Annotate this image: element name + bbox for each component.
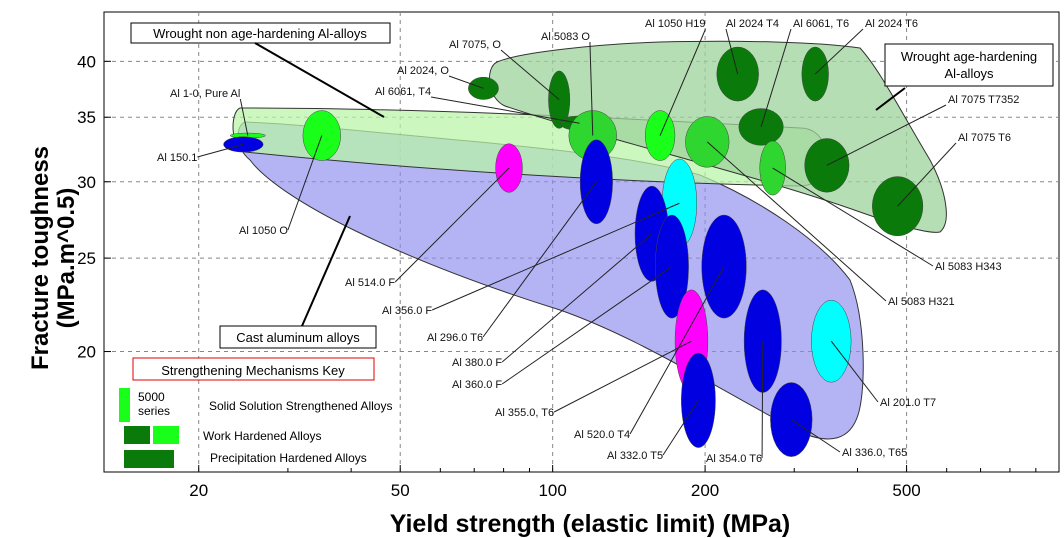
leader-al-150-1: [197, 143, 244, 158]
leader-al-354-0-t6: [761, 341, 764, 459]
label-al-296-0-t6: Al 296.0 T6: [427, 332, 483, 344]
leader-al-6061-t4: [430, 96, 580, 124]
ellipse-al-1050-h19: [644, 110, 676, 161]
leader-al-5083-h321: [706, 141, 887, 302]
x-tick-label: 500: [892, 481, 920, 500]
label-al-2024-o: Al 2024, O: [397, 65, 449, 77]
y-axis-title-line2: (MPa.m^0.5): [53, 188, 80, 329]
leader-lines: [197, 28, 957, 459]
leader-al-355-0-t6: [553, 340, 692, 413]
leader-al-1050-o: [287, 135, 323, 231]
key-swatch-work-hardened-a: [124, 426, 150, 444]
svg-text:Wrought non age-hardening Al-a: Wrought non age-hardening Al-alloys: [153, 26, 367, 41]
x-tick-label: 20: [189, 481, 208, 500]
label-al-7075-t7352: Al 7075 T7352: [948, 94, 1019, 106]
leader-al-7075-t6: [897, 142, 957, 207]
leader-al-332-0-t5: [662, 400, 699, 456]
x-tick-label: 100: [538, 481, 566, 500]
key-title: Strengthening Mechanisms Key: [161, 363, 345, 378]
ellipse-al-5083-h343: [759, 140, 786, 196]
leader-al-5083-o: [589, 41, 594, 136]
label-al-2024-t6: Al 2024 T6: [865, 18, 918, 30]
label-al-1050-o: Al 1050 O: [239, 225, 288, 237]
label-al-520-0-t4: Al 520.0 T4: [574, 429, 630, 441]
leader-al-336-0-t65: [791, 419, 841, 453]
leader-al-380-0-f: [501, 233, 653, 363]
x-axis-ticks: 20 50 100 200 500: [189, 465, 1037, 500]
ellipse-al-514-0-f: [495, 143, 523, 193]
label-al-355-0-t6: Al 355.0, T6: [495, 407, 554, 419]
ellipse-al-332-0-t5: [681, 352, 716, 448]
label-al-5083-o: Al 5083 O: [541, 31, 590, 43]
key-label-precipitation: Precipitation Hardened Alloys: [210, 451, 367, 465]
key-series-tag-1: 5000: [138, 390, 165, 404]
leader-al-1050-h19: [659, 28, 707, 136]
leader-al-360-0-f: [501, 266, 673, 385]
leader-al-296-0-t6: [482, 181, 597, 338]
label-al-6061-t4: Al 6061, T4: [375, 86, 431, 98]
y-axis-title-line1: Fracture toughness: [27, 146, 54, 370]
key-series-tag-2: series: [138, 404, 170, 418]
label-al-1050-h19: Al 1050 H19: [645, 18, 706, 30]
leader-al-2024-t6: [814, 28, 864, 75]
leader-al-356-0-f: [431, 202, 680, 311]
leader-al-2024-o: [448, 75, 484, 89]
label-al-380-0-f: Al 380.0 F: [452, 357, 502, 369]
strengthening-key: Strengthening Mechanisms Key 5000 series…: [119, 357, 392, 468]
y-tick-label: 35: [77, 108, 96, 127]
x-tick-label: 50: [391, 481, 410, 500]
label-al-336-0-t65: Al 336.0, T65: [842, 447, 907, 459]
label-al-360-0-f: Al 360.0 F: [452, 379, 502, 391]
y-tick-label: 20: [77, 343, 96, 362]
svg-text:Cast aluminum alloys: Cast aluminum alloys: [236, 330, 360, 345]
label-al-7075-t6: Al 7075 T6: [958, 132, 1011, 144]
leader-al-7075-t7352: [826, 104, 947, 166]
leader-al-201-0-t7: [830, 340, 879, 403]
leader-al-6061-t6: [760, 28, 792, 128]
label-al-356-0-f: Al 356.0 F: [382, 305, 432, 317]
key-swatch-solid-solution: [119, 388, 130, 422]
x-axis-title: Yield strength (elastic limit) (MPa): [390, 510, 791, 538]
label-al-332-0-t5: Al 332.0 T5: [607, 450, 663, 462]
label-al-5083-h321: Al 5083 H321: [888, 296, 955, 308]
envelope-label-cast: Cast aluminum alloys: [219, 215, 377, 349]
envelope-label-wrought-age-line2: Al-alloys: [944, 66, 994, 81]
label-al-6061-t6: Al 6061, T6: [793, 18, 849, 30]
key-swatch-precipitation: [124, 450, 174, 468]
leader-al-514-0-f: [394, 167, 510, 283]
label-al-150-1: Al 150.1: [157, 152, 197, 164]
label-al-201-0-t7: Al 201.0 T7: [880, 397, 936, 409]
label-al-514-0-f: Al 514.0 F: [345, 277, 395, 289]
y-tick-label: 30: [77, 173, 96, 192]
x-tick-label: 200: [691, 481, 719, 500]
label-al-1-0-pure-al: Al 1-0, Pure Al: [170, 88, 240, 100]
leader-al-2024-t4: [725, 28, 739, 75]
material-labels: Al 1-0, Pure Al Al 150.1 Al 1050 O Al 2024,…: [157, 18, 1019, 465]
label-al-7075-o: Al 7075, O: [449, 39, 501, 51]
leader-al-7075-o: [500, 49, 560, 101]
svg-text:Wrought age-hardening: Wrought age-hardening: [901, 49, 1037, 64]
label-al-354-0-t6: Al 354.0 T6: [706, 453, 762, 465]
leader-al-520-0-t4: [629, 266, 725, 435]
key-label-work-hardened: Work Hardened Alloys: [203, 429, 322, 443]
y-axis-ticks: 20 25 30 35 40: [77, 52, 111, 362]
leader-al-5083-h343: [772, 167, 934, 267]
y-tick-label: 40: [77, 52, 96, 71]
y-tick-label: 25: [77, 249, 96, 268]
envelope-label-wrought-age: Wrought age-hardening Al-alloys: [875, 43, 1054, 111]
leader-al-1-0-pure-al: [239, 98, 249, 136]
key-label-solid-solution: Solid Solution Strengthened Alloys: [209, 399, 392, 413]
key-swatch-work-hardened-b: [153, 426, 179, 444]
label-al-5083-h343: Al 5083 H343: [935, 261, 1002, 273]
label-al-2024-t4: Al 2024 T4: [726, 18, 779, 30]
envelope-label-wrought-non-age: Wrought non age-hardening Al-alloys: [130, 22, 391, 118]
